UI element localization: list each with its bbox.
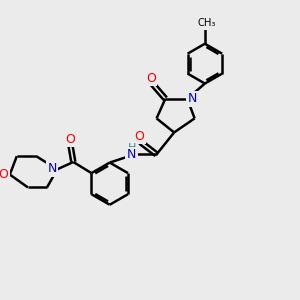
Text: O: O <box>0 168 8 181</box>
Text: O: O <box>146 72 156 85</box>
Text: CH₃: CH₃ <box>197 18 215 28</box>
Text: N: N <box>127 148 136 161</box>
Text: N: N <box>188 92 197 105</box>
Text: O: O <box>135 130 145 143</box>
Text: H: H <box>128 143 136 153</box>
Text: N: N <box>47 162 57 175</box>
Text: O: O <box>65 133 75 146</box>
